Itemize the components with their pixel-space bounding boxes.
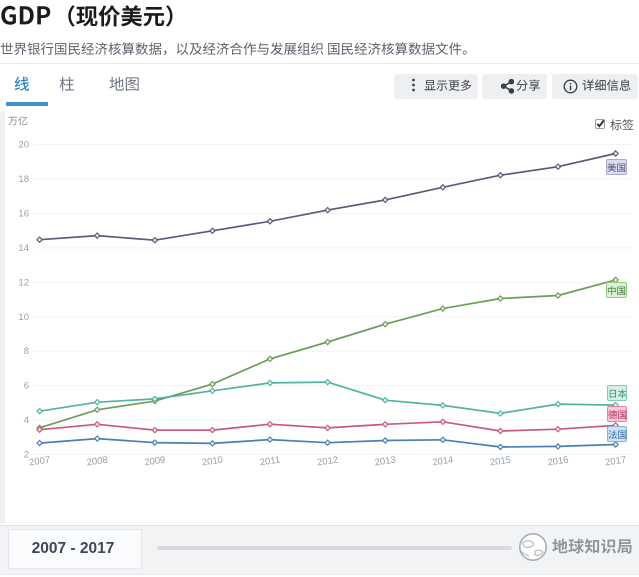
svg-text:2013: 2013 — [374, 455, 396, 469]
svg-text:6: 6 — [24, 381, 29, 392]
svg-text:2016: 2016 — [547, 455, 569, 469]
svg-text:2012: 2012 — [316, 455, 338, 469]
svg-text:16: 16 — [18, 209, 29, 220]
svg-text:14: 14 — [18, 243, 29, 254]
svg-text:10: 10 — [18, 312, 29, 323]
svg-text:2015: 2015 — [489, 455, 511, 469]
svg-text:8: 8 — [24, 346, 29, 357]
svg-text:2: 2 — [24, 450, 29, 461]
svg-text:12: 12 — [18, 277, 29, 288]
svg-text:2009: 2009 — [144, 455, 166, 469]
svg-text:2017: 2017 — [604, 455, 626, 469]
svg-text:2011: 2011 — [259, 455, 281, 469]
svg-text:20: 20 — [18, 140, 29, 151]
svg-text:2010: 2010 — [201, 455, 223, 469]
svg-text:2008: 2008 — [86, 455, 108, 469]
svg-text:2014: 2014 — [432, 455, 454, 469]
svg-text:18: 18 — [18, 174, 29, 185]
svg-text:2007: 2007 — [28, 455, 50, 469]
svg-text:4: 4 — [24, 415, 29, 426]
